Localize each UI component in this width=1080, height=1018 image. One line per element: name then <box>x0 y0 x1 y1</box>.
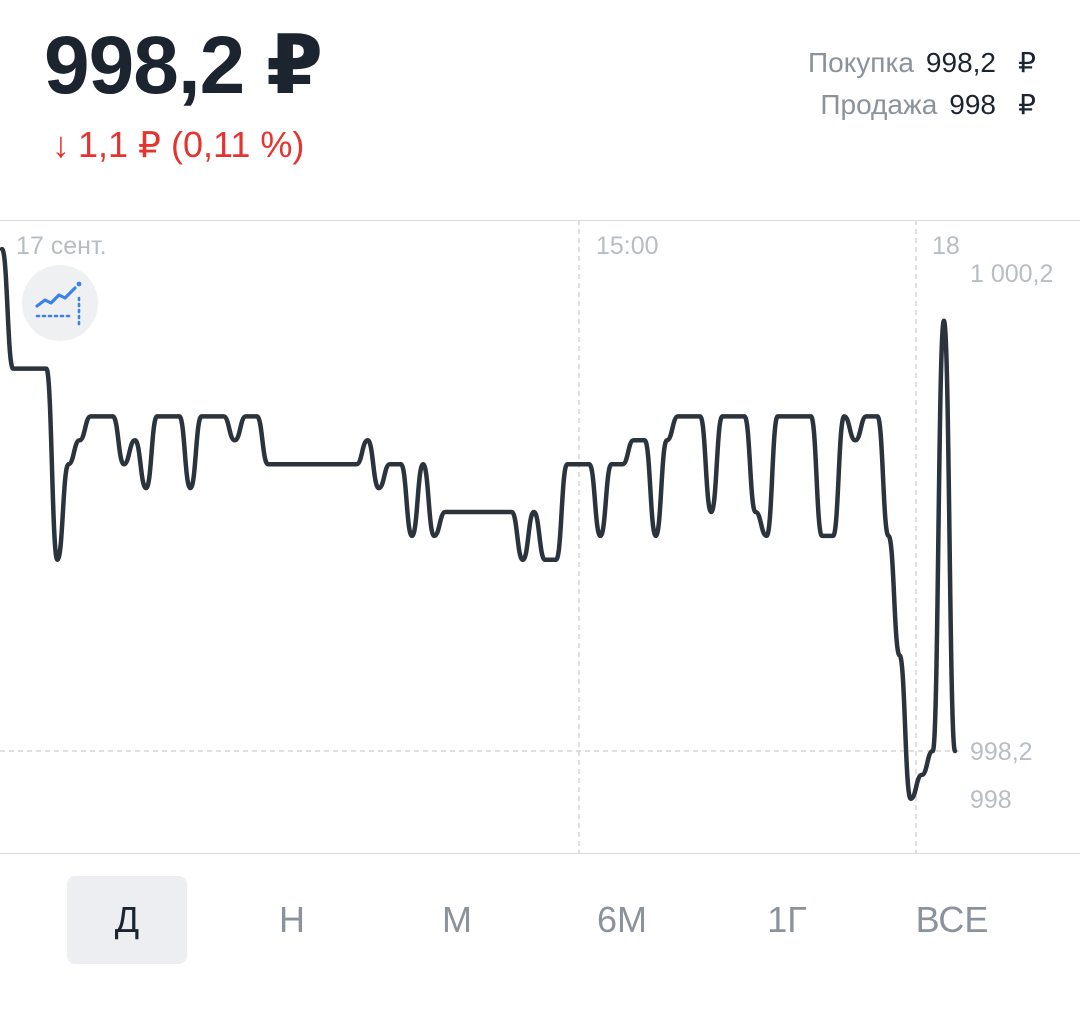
period-6m-button[interactable]: 6М <box>596 899 647 940</box>
period-week-button[interactable]: Н <box>279 899 305 940</box>
price-change-text: 1,1 ₽ (0,11 %) <box>78 124 305 165</box>
indicators-button[interactable] <box>22 265 98 341</box>
sell-label: Продажа <box>820 89 938 120</box>
sell-value: 998 <box>949 89 996 120</box>
buy-value: 998,2 <box>925 47 996 78</box>
buy-quote-row: Покупка 998,2 ₽ <box>808 42 1036 84</box>
period-day-button[interactable]: Д <box>67 876 187 964</box>
price-series-line <box>0 246 958 802</box>
sell-currency: ₽ <box>1018 89 1036 120</box>
x-tick-label: 18 <box>932 232 960 260</box>
sell-quote-row: Продажа 998 ₽ <box>808 84 1036 126</box>
buy-label: Покупка <box>808 47 914 78</box>
y-tick-label: 1 000,2 <box>970 260 1053 288</box>
x-tick-label: 17 сент. <box>16 232 107 260</box>
y-tick-label: 998 <box>970 786 1012 814</box>
price-change: ↓ 1,1 ₽ (0,11 %) <box>52 124 304 166</box>
arrow-down-icon: ↓ <box>52 124 70 165</box>
period-month-button[interactable]: М <box>442 899 472 940</box>
period-selector: Д Н М 6М 1Г ВСЕ <box>0 876 1080 964</box>
y-tick-label: 998,2 <box>970 738 1033 766</box>
price-chart-svg[interactable]: 17 сент. 15:00 18 1 000,2 998,2 998 <box>0 220 1080 854</box>
price-chart[interactable]: 17 сент. 15:00 18 1 000,2 998,2 998 <box>0 220 1080 854</box>
period-all-button[interactable]: ВСЕ <box>915 899 989 940</box>
buy-currency: ₽ <box>1018 47 1036 78</box>
bid-ask-quotes: Покупка 998,2 ₽ Продажа 998 ₽ <box>808 42 1036 126</box>
indicator-chart-icon <box>35 281 82 326</box>
period-1y-button[interactable]: 1Г <box>767 899 807 940</box>
x-tick-label: 15:00 <box>596 232 659 260</box>
current-price: 998,2 ₽ <box>44 20 323 111</box>
